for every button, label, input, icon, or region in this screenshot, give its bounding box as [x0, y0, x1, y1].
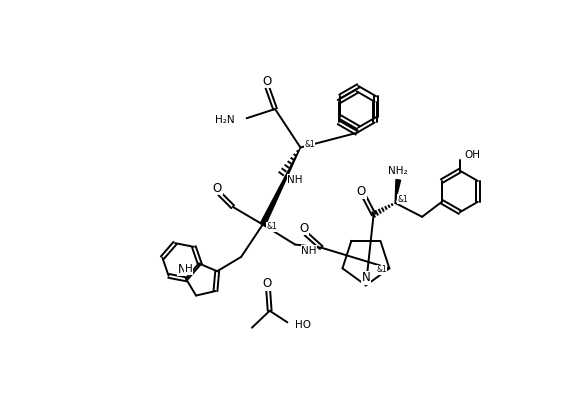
Text: O: O	[356, 185, 366, 198]
Text: N: N	[178, 263, 186, 276]
Text: O: O	[262, 277, 271, 290]
Text: NH₂: NH₂	[389, 166, 408, 175]
Text: &1: &1	[397, 195, 408, 204]
Text: H: H	[185, 264, 193, 274]
Text: O: O	[299, 222, 308, 235]
Text: O: O	[213, 182, 222, 195]
Text: N: N	[362, 271, 370, 284]
Polygon shape	[395, 180, 401, 203]
Text: HO: HO	[295, 319, 311, 330]
Text: H₂N: H₂N	[216, 115, 235, 125]
Text: NH: NH	[288, 175, 303, 185]
Text: &1: &1	[304, 140, 315, 149]
Text: &1: &1	[267, 222, 277, 231]
Text: &1: &1	[376, 265, 387, 274]
Text: NH: NH	[301, 246, 317, 256]
Text: OH: OH	[465, 150, 481, 160]
Polygon shape	[260, 148, 301, 226]
Text: O: O	[263, 75, 272, 88]
